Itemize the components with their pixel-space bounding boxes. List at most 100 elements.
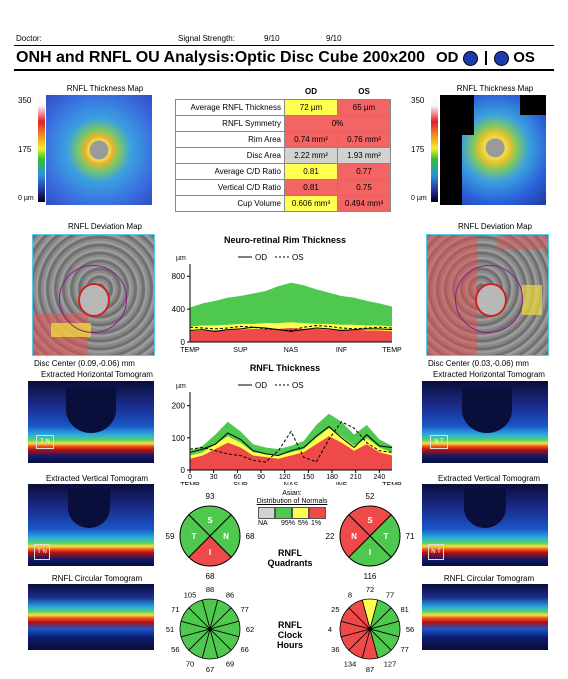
rnfl-y-tick-label: 100: [172, 434, 186, 443]
od-clock-value: 66: [240, 645, 248, 654]
os-clock-value: 127: [384, 660, 397, 669]
rim-x-tick-label: INF: [336, 347, 347, 354]
rnfl-chart: RNFL Thickness µm OD OS 2001000TEMPSUPNA…: [172, 363, 402, 485]
clock-label-2: Clock: [277, 630, 303, 640]
od-indicator: OD OS: [436, 49, 535, 66]
rnfl-x-tick-label: INF: [336, 482, 347, 485]
rnfl-x-number: 30: [210, 474, 218, 481]
os-clock-value: 8: [348, 590, 352, 599]
swatch-red: [309, 507, 326, 519]
od-quad-sector-value: 68: [206, 572, 215, 581]
rnfl-red-band: [190, 436, 392, 470]
rnfl-x-number: 90: [257, 474, 265, 481]
rim-y-tick-label: 0: [181, 338, 186, 347]
os-label: OS: [513, 49, 535, 66]
os-h-orientation: N T: [430, 435, 448, 449]
os-quad-sector-value: 71: [406, 532, 415, 541]
param-value-od: 2.22 mm²: [284, 147, 338, 164]
param-row: Average RNFL Thickness 72 µm 65 µm: [175, 99, 391, 116]
rnfl-series-os: [189, 421, 393, 463]
rim-chart-title: Neuro-retinal Rim Thickness: [224, 235, 346, 245]
od-color-scale: [38, 95, 45, 202]
normals-95: 95%: [281, 520, 296, 527]
od-clock-value: 71: [171, 605, 179, 614]
os-circular-title: RNFL Circular Tomogram: [443, 574, 535, 583]
rim-y-tick-label: 400: [172, 305, 186, 314]
od-clock-value: 70: [186, 660, 194, 669]
swatch-yellow: [292, 507, 309, 519]
param-value-os: 65 µm: [337, 99, 391, 116]
quadrants-label-2: Quadrants: [267, 558, 313, 568]
os-horizontal-title: Extracted Horizontal Tomogram: [433, 370, 545, 379]
od-circular-title: RNFL Circular Tomogram: [51, 574, 143, 583]
rim-x-tick-label: NAS: [284, 347, 299, 354]
rnfl-x-number: 240: [374, 474, 386, 481]
param-label: Average RNFL Thickness: [175, 99, 285, 116]
od-clock-value: 67: [206, 665, 214, 674]
param-value-merged: 0%: [284, 115, 391, 132]
os-thickness-map: [440, 95, 546, 205]
param-value-od: 0.81: [284, 163, 338, 180]
os-clock-value: 77: [400, 645, 408, 654]
od-quad-sector-t: [179, 514, 211, 558]
rnfl-x-tick-label: SUP: [233, 482, 248, 485]
rim-x-tick-label: SUP: [233, 347, 248, 354]
os-clock-value: 87: [366, 665, 374, 674]
os-quad-sector-letter: N: [351, 532, 357, 541]
normals-sub: Distribution of Normals: [256, 498, 328, 505]
os-v-orientation: N T: [428, 544, 444, 560]
rnfl-x-number: 0: [188, 474, 192, 481]
od-deviation-map: [32, 234, 155, 356]
os-quad-sector-letter: S: [367, 516, 373, 525]
od-v-orientation: T N: [34, 544, 50, 560]
od-quadrant-chart: S 93 N 68 I 68 T 59: [166, 492, 255, 581]
os-color-scale: [431, 95, 438, 202]
os-scale-max: 350: [411, 96, 425, 105]
od-label: OD: [436, 49, 459, 66]
rim-x-tick-label: TEMP: [180, 347, 200, 354]
od-clock-sector: [188, 599, 211, 631]
os-vertical-tomogram: N T: [422, 484, 548, 566]
od-quad-sector-letter: S: [207, 516, 213, 525]
od-quad-sector-letter: T: [192, 532, 197, 541]
od-quad-sector-i: [188, 535, 232, 567]
rim-x-tick-label: TEMP: [382, 347, 402, 354]
rnfl-legend-od: OD: [255, 381, 267, 390]
rim-legend-od: OD: [255, 253, 267, 262]
od-thickness-title: RNFL Thickness Map: [66, 84, 144, 93]
os-scale-min: 0 µm: [411, 195, 427, 202]
od-horizontal-title: Extracted Horizontal Tomogram: [41, 370, 153, 379]
normals-na: NA: [258, 520, 268, 527]
rnfl-x-tick-label: TEMP: [382, 482, 402, 485]
rim-chart: Neuro-retinal Rim Thickness µm OD OS 800…: [172, 235, 402, 354]
od-clock-value: 62: [246, 625, 254, 634]
param-row: Average C/D Ratio 0.81 0.77: [175, 163, 391, 180]
os-clock-value: 72: [366, 585, 374, 594]
param-label: Vertical C/D Ratio: [175, 179, 285, 196]
os-horizontal-tomogram: N T: [422, 381, 548, 463]
os-clock-value: 81: [400, 605, 408, 614]
os-quad-sector-letter: I: [369, 548, 371, 557]
rnfl-x-number: 60: [233, 474, 241, 481]
os-thickness-title: RNFL Thickness Map: [456, 84, 534, 93]
param-row: RNFL Symmetry 0%: [175, 115, 391, 132]
param-value-os: 0.75: [337, 179, 391, 196]
os-dot-icon: [494, 50, 510, 66]
rim-y-tick-label: 800: [172, 272, 186, 281]
od-clock-value: 56: [171, 645, 179, 654]
od-dot-icon: [462, 50, 478, 66]
od-clock-chart: 88 86 77 62 66 69 67 70 56 51 71 105: [166, 585, 254, 674]
param-value-os: 0.76 mm²: [337, 131, 391, 148]
os-deviation-title: RNFL Deviation Map: [458, 222, 532, 231]
os-quad-sector-s: [348, 505, 392, 537]
swatch-green: [275, 507, 292, 519]
normals-5: 5%: [298, 520, 309, 527]
rim-legend-os: OS: [292, 253, 304, 262]
param-row: Vertical C/D Ratio 0.81 0.75: [175, 179, 391, 196]
rnfl-y-tick-label: 0: [181, 466, 186, 475]
doctor-label: Doctor:: [16, 34, 42, 43]
od-quad-sector-letter: I: [209, 548, 211, 557]
od-deviation-title: RNFL Deviation Map: [68, 222, 142, 231]
param-label: Cup Volume: [175, 195, 285, 212]
